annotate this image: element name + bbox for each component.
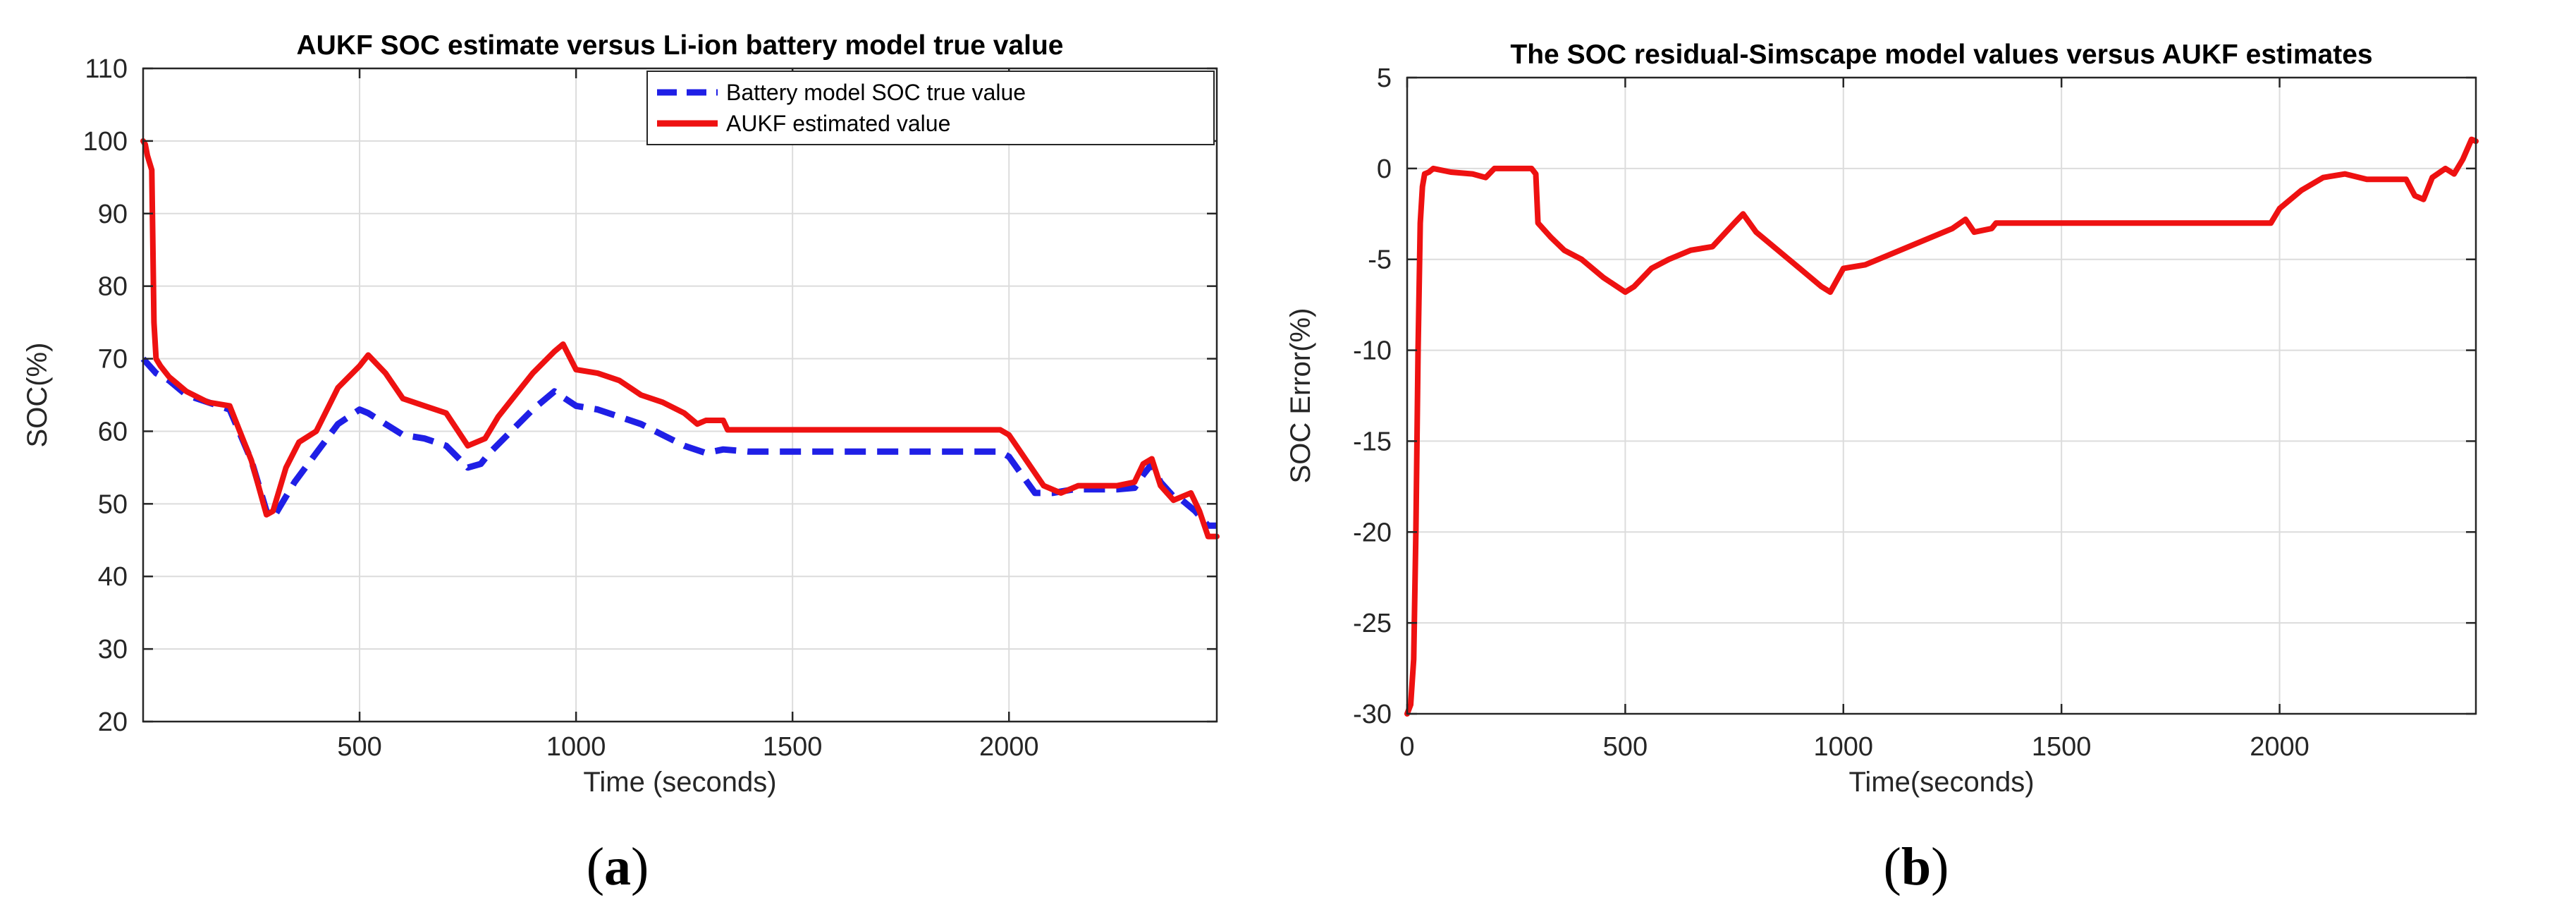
chart-a-axes-frame — [142, 67, 1218, 723]
chart-a-y-tick-label: 70 — [98, 345, 128, 375]
chart-b: 0 500 1000 1500 2000 -30 -25 -20 -15 -10 -5 0 5 The … — [1285, 39, 2479, 798]
chart-b-y-tick-label: -30 — [1353, 700, 1392, 729]
caption-b-open-paren: ( — [1884, 837, 1901, 896]
caption-b: (b) — [1884, 837, 1949, 896]
chart-a-x-tick-label: 1500 — [763, 732, 823, 762]
caption-b-letter: b — [1901, 837, 1931, 896]
chart-a-y-tick-label: 100 — [83, 127, 128, 157]
chart-b-y-tick-label: -5 — [1368, 245, 1392, 275]
chart-a-plot-area — [143, 68, 1217, 722]
chart-a-ticks: 500 1000 1500 2000 20 30 40 50 60 70 80 90 100 110 — [83, 54, 1217, 762]
chart-a-x-tick-label: 2000 — [979, 732, 1039, 762]
chart-b-axes-frame — [1406, 76, 2477, 715]
chart-b-y-tick-label: 5 — [1377, 63, 1392, 93]
chart-a-y-tick-label: 60 — [98, 417, 128, 446]
legend-label-aukf-estimate: AUKF estimated value — [726, 111, 950, 136]
chart-b-grid — [1407, 78, 2476, 714]
chart-a-legend-box — [646, 71, 1215, 145]
chart-a-title: AUKF SOC estimate versus Li-ion battery … — [297, 30, 1064, 61]
chart-a-y-tick-label: 40 — [98, 562, 128, 592]
chart-b-y-tick-label: 0 — [1377, 154, 1392, 184]
caption-a-close-paren: ) — [631, 837, 649, 896]
chart-b-y-tick-label: -20 — [1353, 518, 1392, 547]
chart-b-x-tick-label: 0 — [1399, 732, 1414, 762]
chart-b-x-tick-label: 500 — [1603, 732, 1648, 762]
chart-b-ticks: 0 500 1000 1500 2000 -30 -25 -20 -15 -10 -5 0 5 — [1353, 63, 2476, 762]
chart-b-y-tick-label: -10 — [1353, 336, 1392, 366]
chart-a-x-tick-label: 1000 — [546, 732, 606, 762]
chart-a-y-tick-label: 90 — [98, 200, 128, 229]
chart-a-x-tick-label: 500 — [337, 732, 381, 762]
chart-a-y-tick-label: 20 — [98, 707, 128, 737]
chart-b-series — [1404, 136, 2479, 717]
chart-b-plot-area — [1407, 78, 2476, 714]
chart-a-y-tick-label: 110 — [85, 54, 128, 84]
chart-a-series-line-0 — [140, 356, 1217, 529]
chart-b-title: The SOC residual-Simscape model values v… — [1510, 39, 2372, 70]
chart-a-x-axis-label: Time (seconds) — [583, 767, 776, 798]
chart-a-y-axis-label: SOC(%) — [22, 343, 53, 448]
chart-b-x-tick-label: 1500 — [2032, 732, 2092, 762]
caption-a: (a) — [587, 837, 649, 896]
chart-a-y-tick-label: 50 — [98, 490, 128, 519]
chart-b-x-axis-label: Time(seconds) — [1848, 767, 2034, 798]
chart-b-x-tick-label: 2000 — [2250, 732, 2310, 762]
chart-a-grid — [143, 68, 1217, 722]
chart-b-x-tick-label: 1000 — [1814, 732, 1874, 762]
chart-b-y-axis-label: SOC Error(%) — [1285, 308, 1316, 484]
chart-a-legend: Battery model SOC true value AUKF estima… — [646, 71, 1215, 145]
chart-a-y-tick-label: 80 — [98, 272, 128, 302]
chart-b-y-tick-label: -15 — [1353, 427, 1392, 456]
chart-a-y-tick-label: 30 — [98, 635, 128, 664]
legend-label-battery-model: Battery model SOC true value — [726, 80, 1026, 105]
caption-b-close-paren: ) — [1931, 837, 1949, 896]
chart-a: 500 1000 1500 2000 20 30 40 50 60 70 80 90 100 110 AU… — [22, 30, 1220, 798]
chart-b-y-tick-label: -25 — [1353, 609, 1392, 638]
caption-a-letter: a — [604, 837, 631, 896]
caption-a-open-paren: ( — [587, 837, 604, 896]
chart-a-series — [140, 138, 1220, 540]
chart-a-series-line-1 — [140, 138, 1220, 540]
chart-b-series-line-0 — [1404, 136, 2479, 717]
